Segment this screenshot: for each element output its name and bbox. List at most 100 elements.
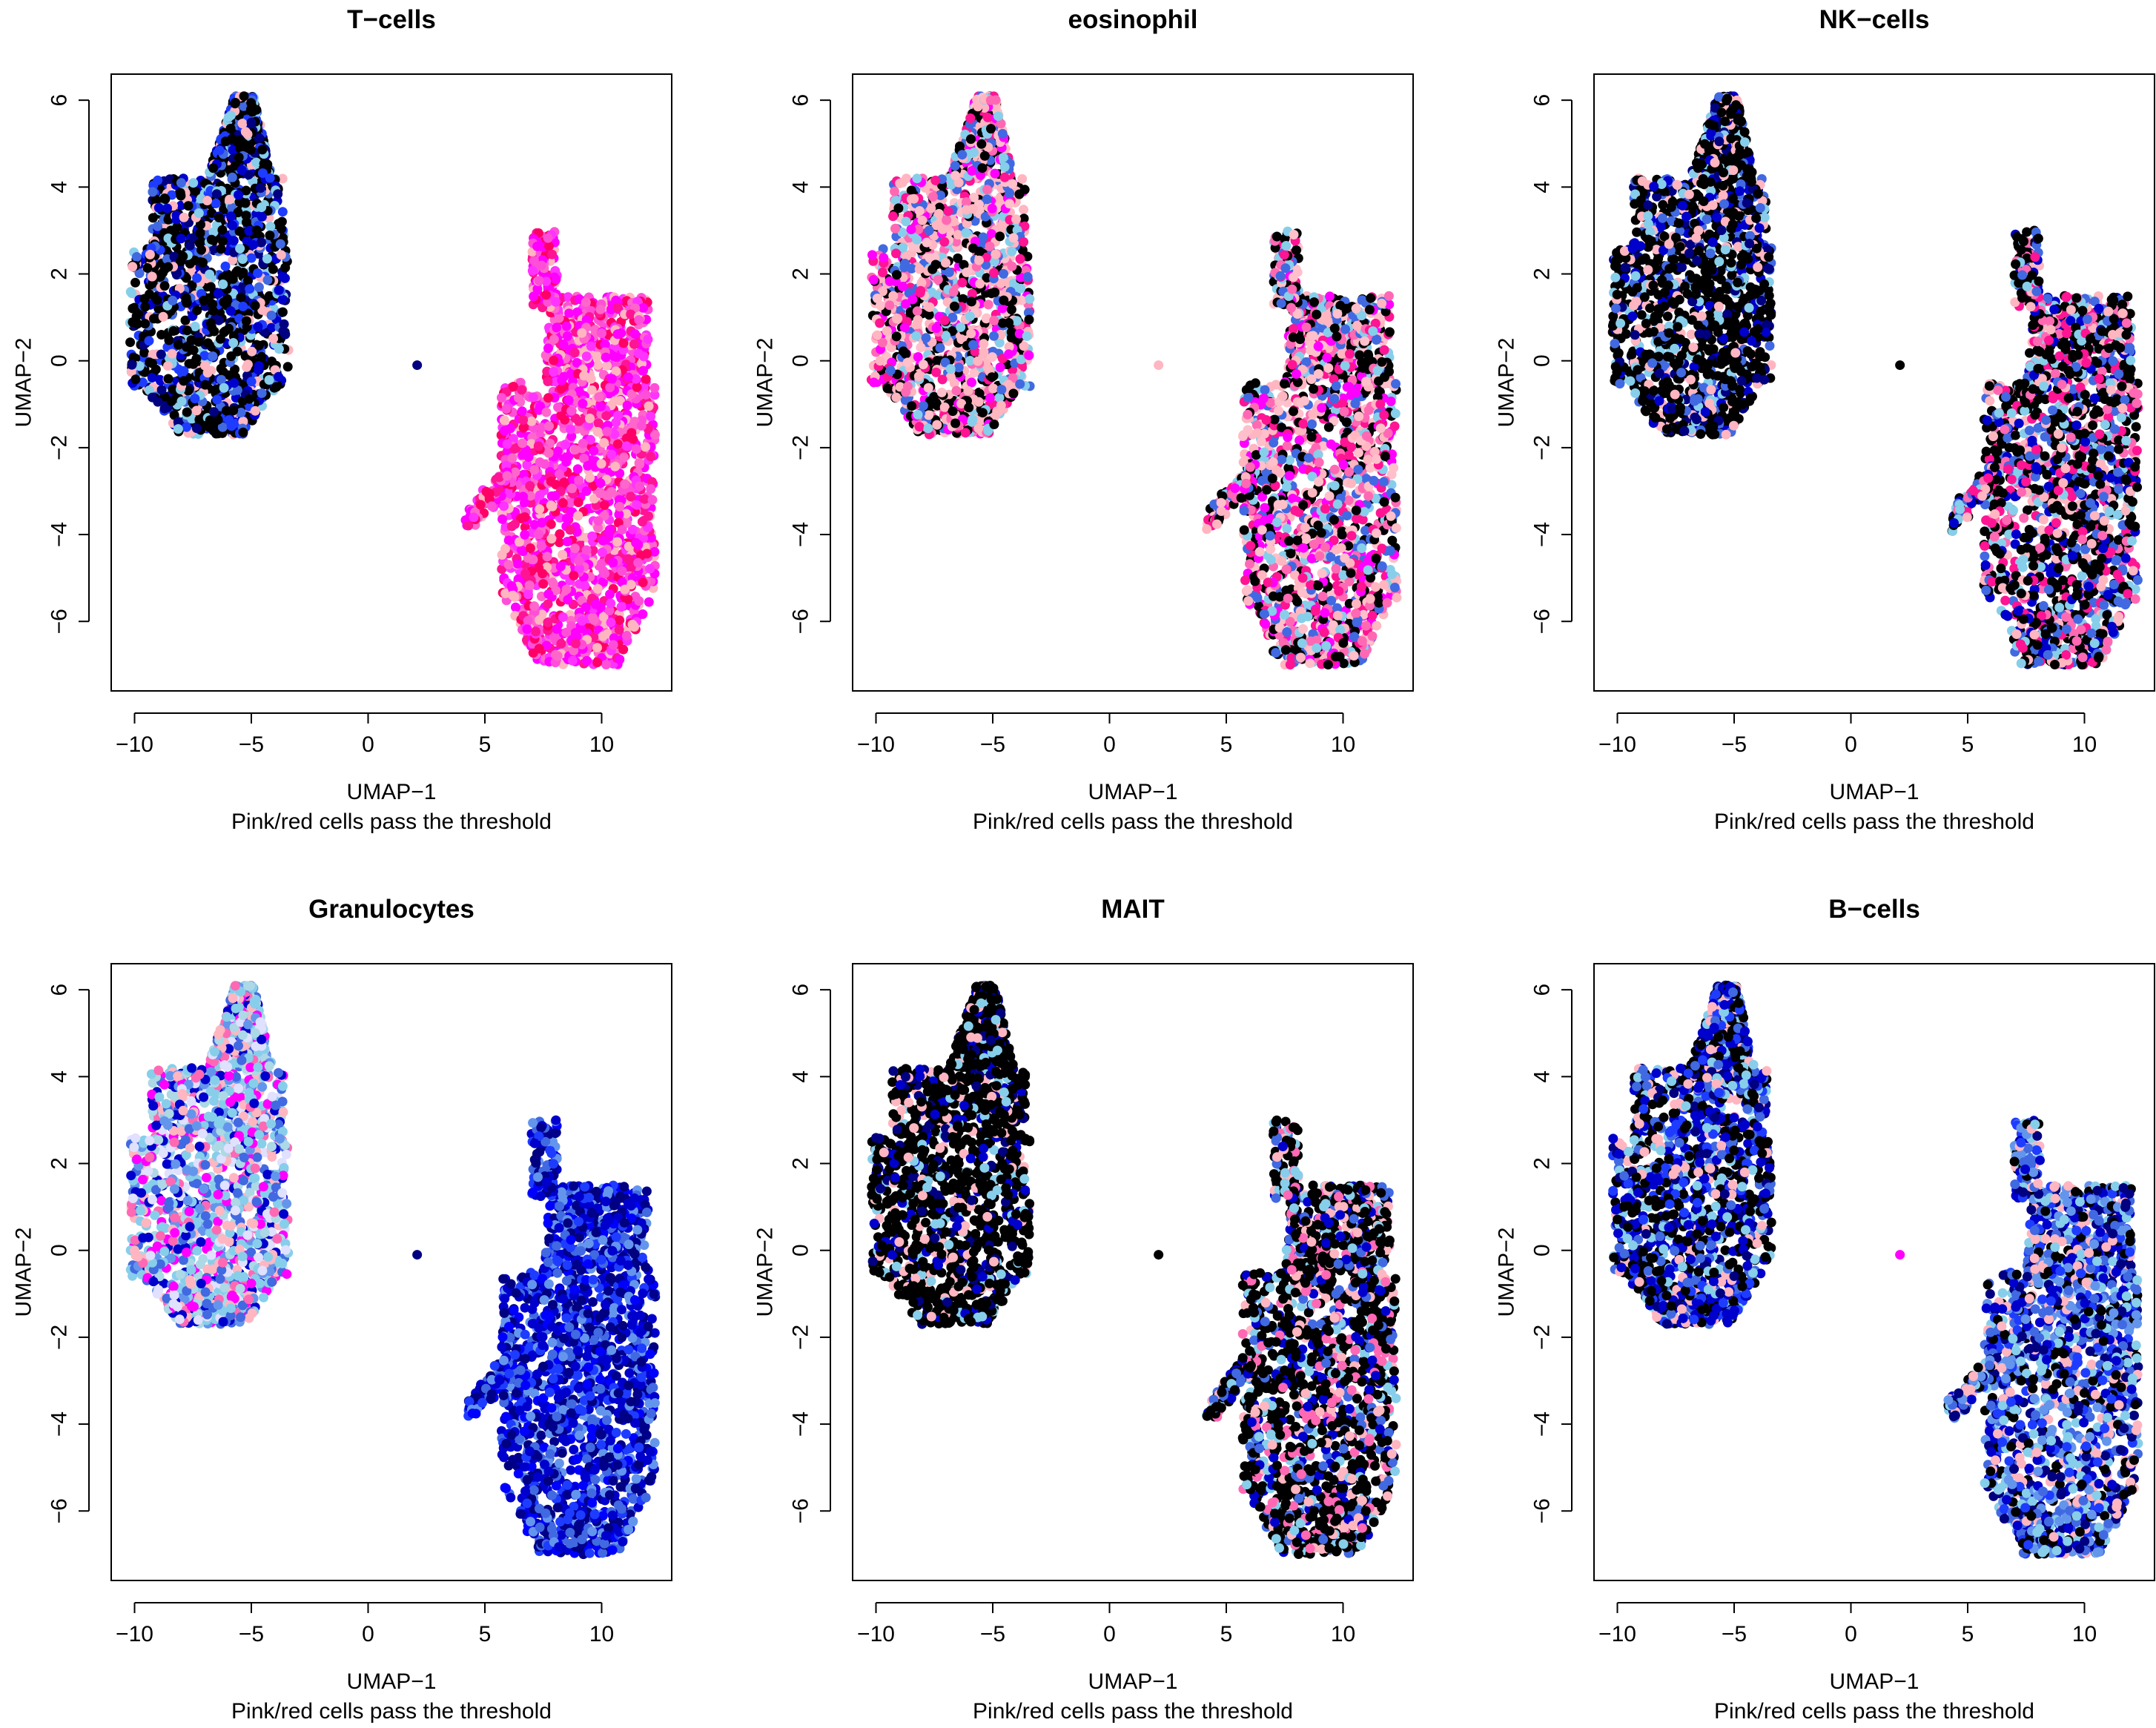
cell-point — [574, 417, 583, 426]
cell-point — [526, 543, 535, 553]
cell-point — [534, 529, 543, 539]
cell-point — [251, 406, 260, 416]
cell-point — [549, 334, 559, 344]
panel-subtitle: Pink/red cells pass the threshold — [231, 810, 552, 834]
cell-point — [148, 272, 157, 282]
cell-point — [574, 556, 583, 566]
cell-point — [608, 557, 618, 567]
cell-point — [251, 301, 260, 311]
umap-panel: eosinophil−10 −5 0 5 10−6−4−20246UMAP−1Pink/… — [753, 5, 1414, 834]
cell-point — [254, 341, 264, 351]
cell-point — [552, 275, 561, 285]
cell-point — [142, 263, 152, 273]
cell-point — [484, 490, 494, 500]
y-tick-label: −4 — [47, 522, 72, 547]
cell-point — [503, 471, 512, 480]
cell-point — [252, 225, 262, 235]
cell-point — [605, 383, 615, 392]
cell-point — [241, 211, 251, 220]
cell-point — [875, 318, 884, 328]
cell-point — [229, 236, 239, 245]
cell-point — [618, 566, 627, 576]
cell-point — [502, 404, 512, 414]
x-tick-label: 5 — [479, 732, 492, 757]
cell-point — [558, 498, 568, 508]
cell-point — [148, 373, 157, 383]
cell-point — [594, 418, 604, 428]
cell-point — [600, 569, 609, 578]
cell-point — [160, 193, 170, 203]
cell-point — [587, 385, 597, 395]
cell-point — [280, 274, 290, 283]
cell-point — [526, 417, 536, 426]
cell-point — [273, 189, 282, 199]
cell-point — [257, 145, 267, 154]
cell-point — [538, 579, 548, 589]
cell-point — [579, 371, 589, 380]
cell-point — [568, 656, 578, 666]
cell-point — [271, 382, 281, 391]
cell-point — [157, 385, 167, 394]
cell-point — [556, 562, 566, 572]
cell-point — [254, 282, 264, 292]
cell-point — [187, 335, 196, 345]
cell-point — [192, 405, 202, 415]
cell-point — [125, 337, 135, 347]
cell-point — [612, 537, 622, 547]
cell-point — [598, 548, 607, 557]
cell-point — [531, 626, 540, 636]
cell-point — [228, 173, 237, 182]
cell-point — [239, 428, 248, 437]
cell-point — [259, 159, 269, 168]
cell-point — [156, 350, 166, 360]
cell-point — [564, 395, 574, 405]
cell-point — [127, 360, 136, 370]
cell-point — [234, 190, 243, 199]
cell-point — [159, 312, 168, 322]
cell-point — [557, 384, 566, 394]
cell-point — [891, 393, 901, 403]
cell-point — [529, 392, 538, 402]
cell-point — [280, 330, 290, 340]
cell-point — [570, 348, 580, 357]
cell-point — [219, 383, 229, 393]
cell-point — [573, 464, 583, 474]
cell-point — [278, 295, 288, 305]
cell-point — [192, 305, 202, 315]
cell-point — [529, 291, 538, 301]
cell-point — [644, 401, 654, 411]
x-axis: −10 −5 0 5 10 — [116, 713, 614, 757]
cell-point — [128, 317, 137, 327]
cell-point — [1007, 305, 1016, 314]
cell-point — [543, 234, 553, 243]
cell-point — [555, 314, 564, 323]
cell-point — [226, 211, 236, 221]
cell-point — [497, 514, 507, 524]
umap-panel: T−cells−10 −5 0 5 10−6−4−20246UMAP−1Pink/red… — [12, 5, 672, 834]
cell-point — [596, 603, 606, 612]
cell-point — [617, 602, 626, 612]
cell-point — [185, 241, 195, 251]
cell-point — [245, 284, 254, 294]
cell-point — [149, 314, 159, 323]
cell-point — [216, 375, 226, 385]
cell-point — [500, 415, 509, 425]
y-tick-label: 0 — [47, 354, 72, 367]
cell-point — [500, 544, 510, 554]
cell-point — [561, 457, 571, 467]
cell-point — [206, 318, 216, 328]
cell-point — [140, 319, 150, 328]
cell-point — [228, 221, 237, 231]
cell-point — [168, 296, 177, 305]
cell-point — [578, 399, 587, 408]
x-tick-label: −5 — [239, 732, 264, 757]
cell-point — [954, 363, 964, 372]
cell-point — [537, 261, 546, 271]
cell-point — [243, 360, 253, 369]
cell-point — [569, 571, 578, 580]
cell-point — [196, 245, 206, 255]
cell-point — [582, 486, 592, 496]
cell-point — [566, 406, 576, 416]
cell-point — [145, 357, 154, 367]
cell-point — [902, 216, 911, 226]
